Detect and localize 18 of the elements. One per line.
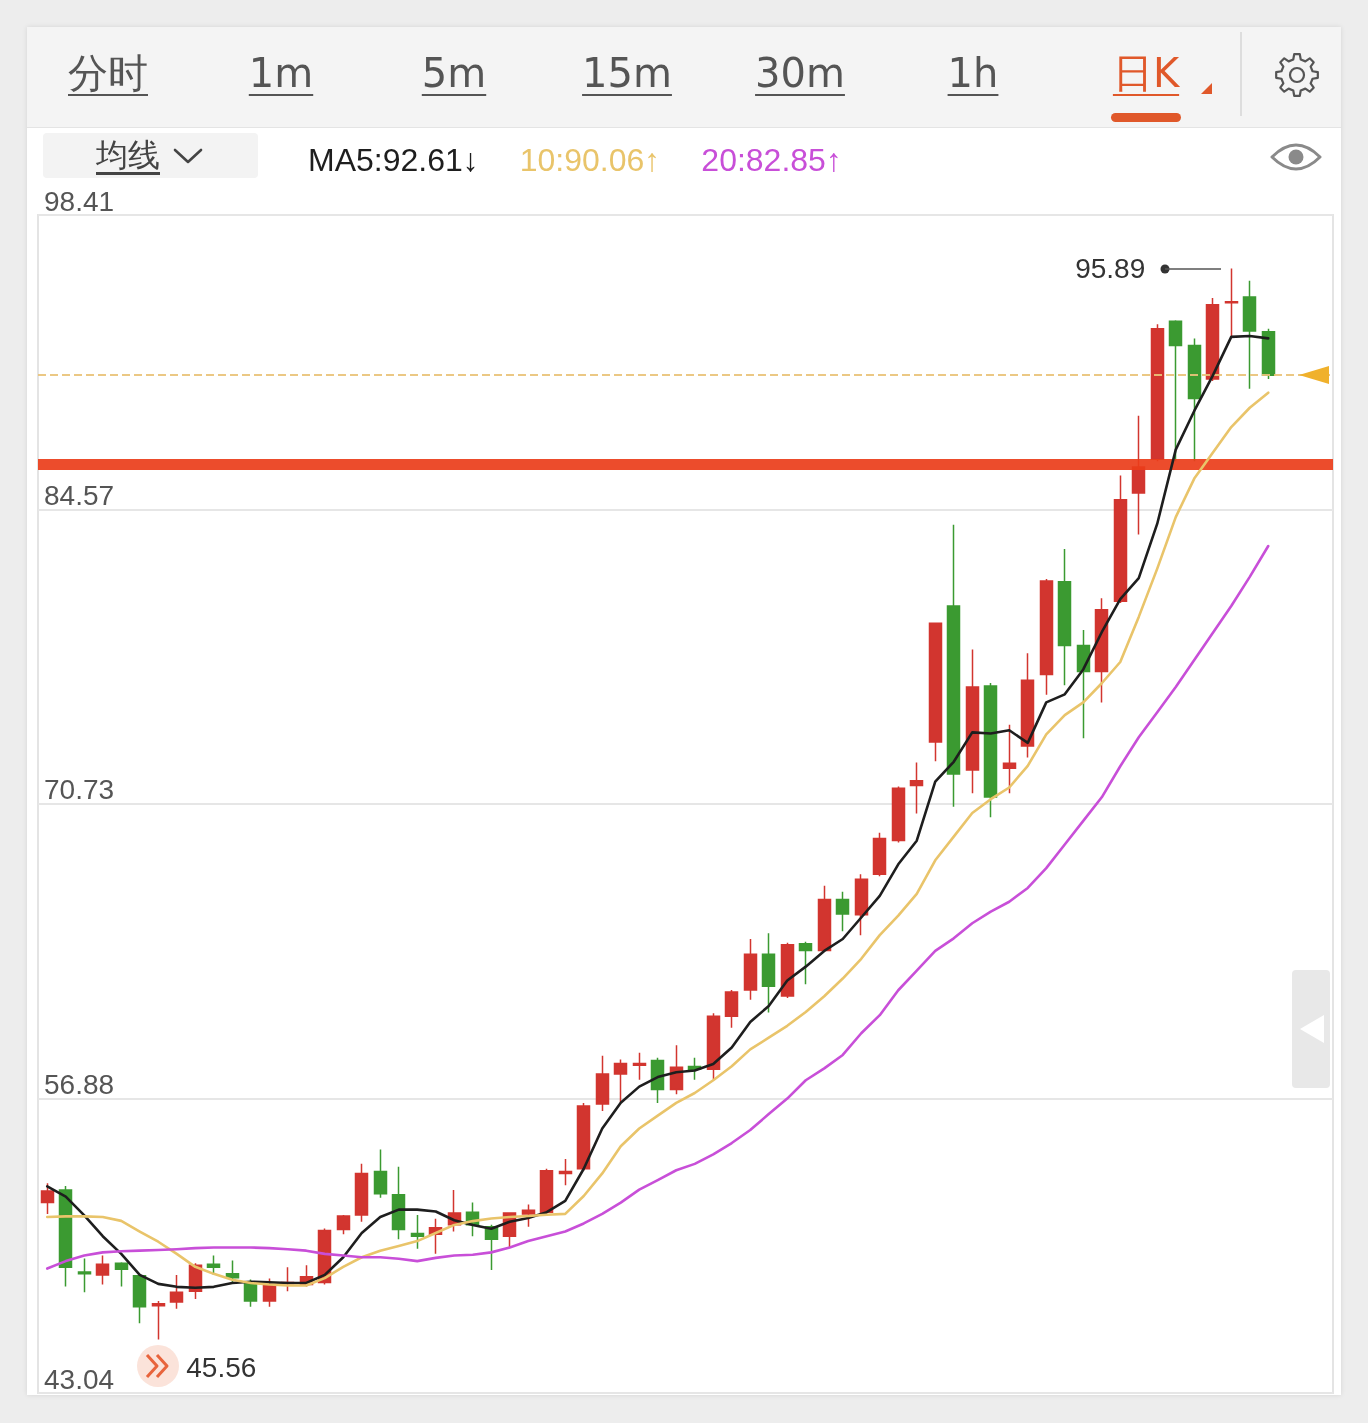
text: 10:90.06↑: [519, 142, 661, 178]
tab-label: 15m: [582, 49, 672, 97]
y-tick-label: 84.57: [44, 479, 115, 511]
tab-label: 分时: [68, 49, 148, 97]
annotation: 95.89: [1075, 251, 1146, 286]
y-tick-label: 98.41: [44, 185, 115, 217]
text: MA5:92.61↓: [308, 142, 479, 178]
text: 均线: [96, 136, 160, 174]
y-tick-label: 43.04: [44, 1363, 115, 1395]
tab-label: 30m: [755, 49, 845, 97]
tab-label: 1h: [947, 49, 999, 97]
tab-label: 5m: [421, 49, 487, 97]
tab-label: 1m: [248, 49, 314, 97]
y-tick-label: 56.88: [44, 1069, 115, 1101]
annotation: 45.56: [186, 1351, 257, 1386]
text: 20:82.85↑: [701, 142, 842, 178]
tab-label: 日K: [1112, 49, 1180, 97]
y-tick-label: 70.73: [44, 774, 115, 806]
